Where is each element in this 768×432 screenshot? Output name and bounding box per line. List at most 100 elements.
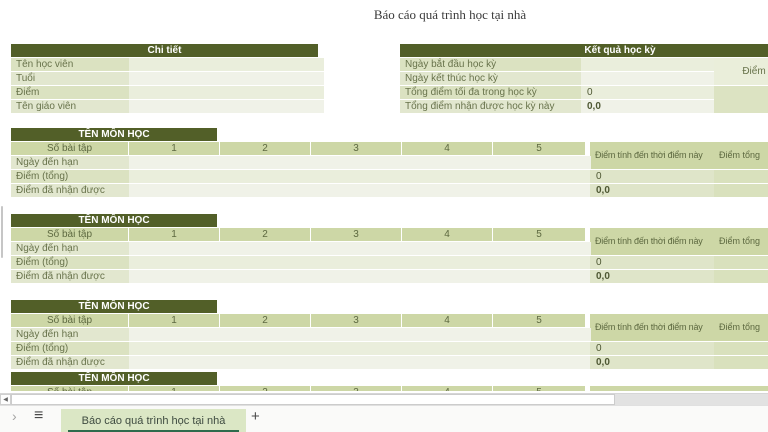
assignment-number-cell[interactable]: 3 [311, 386, 401, 391]
assignment-number-cell[interactable]: 1 [129, 142, 219, 155]
score-total-header[interactable]: Điểm tổng [714, 228, 768, 255]
sheet-list-menu-icon[interactable]: ≡ [34, 407, 44, 424]
subject-name-header[interactable]: TÊN MÔN HỌC [11, 128, 217, 141]
score-total-row-label[interactable]: Điểm (tổng) [11, 342, 133, 355]
score-received-row-label[interactable]: Điểm đã nhận được [11, 356, 133, 369]
score-received-values[interactable] [129, 270, 591, 283]
assignment-number-cell[interactable]: 1 [129, 386, 219, 391]
assignments-count-label[interactable]: Số bài tập [11, 228, 128, 241]
subject-block-slot-4-clipped: TÊN MÔN HỌC Số bài tập 1 2 3 4 5 Điểm tí… [0, 372, 768, 391]
max-points-value[interactable]: 0 [581, 86, 718, 99]
assignment-number-cell[interactable]: 2 [220, 228, 310, 241]
age-label[interactable]: Tuổi [11, 72, 133, 85]
total-column-cell[interactable] [714, 270, 768, 283]
score-to-date-total-value[interactable]: 0 [590, 170, 718, 183]
due-date-values[interactable] [129, 328, 591, 341]
total-column-cell[interactable] [714, 184, 768, 197]
subject-block-slot-1: TÊN MÔN HỌC Số bài tập 1 2 3 4 5 Điểm tí… [0, 128, 768, 197]
score-to-date-header[interactable]: Điểm tính đến thời điểm này [590, 228, 717, 255]
subject-block: TÊN MÔN HỌC Số bài tập 1 2 3 4 5 Điểm tí… [11, 128, 768, 197]
assignment-number-cell[interactable]: 4 [402, 228, 492, 241]
score-received-value[interactable]: 0,0 [590, 184, 718, 197]
assignment-number-cell[interactable]: 2 [220, 142, 310, 155]
total-column-cell[interactable] [714, 356, 768, 369]
due-date-label[interactable]: Ngày đến hạn [11, 156, 133, 169]
score-received-value[interactable]: 0,0 [590, 356, 718, 369]
score-to-date-header[interactable]: Điểm tính đến thời điểm này [590, 314, 717, 341]
score-to-date-header[interactable]: Điểm tính đến thời điểm này [590, 142, 717, 169]
assignment-number-cell[interactable]: 2 [220, 314, 310, 327]
student-name-value[interactable] [129, 58, 324, 71]
total-column-cell[interactable] [714, 342, 768, 355]
semester-header[interactable]: Kết quả học kỳ [400, 44, 768, 57]
assignment-number-cell[interactable]: 1 [129, 228, 219, 241]
earned-points-value[interactable]: 0,0 [581, 100, 718, 113]
earned-points-label[interactable]: Tổng điểm nhận được học kỳ này [400, 100, 585, 113]
semester-end-value[interactable] [581, 72, 718, 85]
score-label[interactable]: Điểm [11, 86, 133, 99]
assignments-count-label[interactable]: Số bài tập [11, 142, 128, 155]
score-total-header[interactable]: Điểm tổng [714, 314, 768, 341]
total-column-cell[interactable] [714, 256, 768, 269]
details-header[interactable]: Chi tiết [11, 44, 318, 57]
score-received-row-label[interactable]: Điểm đã nhận được [11, 184, 133, 197]
student-name-label[interactable]: Tên học viên [11, 58, 133, 71]
score-received-row-label[interactable]: Điểm đã nhận được [11, 270, 133, 283]
assignment-number-cell[interactable]: 4 [402, 314, 492, 327]
semester-start-value[interactable] [581, 58, 718, 71]
total-column-cell[interactable] [714, 170, 768, 183]
assignment-number-cell[interactable]: 5 [493, 142, 585, 155]
assignment-number-cell[interactable]: 5 [493, 314, 585, 327]
horizontal-scrollbar[interactable]: ◀ [0, 393, 768, 405]
vertical-scrollbar-thumb[interactable] [1, 206, 3, 258]
score-to-date-total-value[interactable]: 0 [590, 256, 718, 269]
assignment-number-cell[interactable]: 3 [311, 142, 401, 155]
active-sheet-tab[interactable]: Báo cáo quá trình học tại nhà [61, 409, 246, 432]
assignment-number-cell[interactable]: 2 [220, 386, 310, 391]
score-received-values[interactable] [129, 356, 591, 369]
assignment-number-cell[interactable]: 5 [493, 228, 585, 241]
score-total-values[interactable] [129, 342, 591, 355]
teacher-name-label[interactable]: Tên giáo viên [11, 100, 133, 113]
assignment-number-cell[interactable]: 3 [311, 228, 401, 241]
scroll-left-icon[interactable]: ◀ [0, 394, 11, 405]
assignment-number-cell[interactable]: 3 [311, 314, 401, 327]
semester-side-score-cell[interactable] [714, 86, 768, 113]
assignment-number-cell[interactable]: 4 [402, 386, 492, 391]
score-total-values[interactable] [129, 170, 591, 183]
subject-name-header[interactable]: TÊN MÔN HỌC [11, 214, 217, 227]
score-received-value[interactable]: 0,0 [590, 270, 718, 283]
add-sheet-icon[interactable]: + [251, 408, 260, 425]
semester-end-label[interactable]: Ngày kết thúc học kỳ [400, 72, 585, 85]
assignment-number-cell[interactable]: 1 [129, 314, 219, 327]
semester-start-label[interactable]: Ngày bắt đầu học kỳ [400, 58, 585, 71]
score-received-values[interactable] [129, 184, 591, 197]
due-date-values[interactable] [129, 242, 591, 255]
chevron-right-icon[interactable]: › [12, 408, 17, 424]
assignments-count-label[interactable]: Số bài tập [11, 314, 128, 327]
max-points-label[interactable]: Tổng điểm tối đa trong học kỳ [400, 86, 585, 99]
sheet-tab-bar: › ≡ Báo cáo quá trình học tại nhà + [0, 405, 768, 432]
subject-block-slot-3: TÊN MÔN HỌC Số bài tập 1 2 3 4 5 Điểm tí… [0, 300, 768, 369]
age-value[interactable] [129, 72, 324, 85]
score-to-date-total-value[interactable]: 0 [590, 342, 718, 355]
score-total-row-label[interactable]: Điểm (tổng) [11, 170, 133, 183]
score-value[interactable] [129, 86, 324, 99]
subject-name-header[interactable]: TÊN MÔN HỌC [11, 372, 217, 385]
teacher-name-value[interactable] [129, 100, 324, 113]
due-date-label[interactable]: Ngày đến hạn [11, 242, 133, 255]
score-total-values[interactable] [129, 256, 591, 269]
score-total-row-label[interactable]: Điểm (tổng) [11, 256, 133, 269]
score-to-date-header[interactable]: Điểm tính đến thời điểm này [590, 386, 717, 391]
semester-side-score-label[interactable]: Điểm [714, 58, 768, 85]
due-date-values[interactable] [129, 156, 591, 169]
assignments-count-label[interactable]: Số bài tập [11, 386, 128, 391]
assignment-number-cell[interactable]: 4 [402, 142, 492, 155]
horizontal-scrollbar-thumb[interactable] [11, 394, 615, 405]
page-title: Báo cáo quá trình học tại nhà [373, 7, 527, 22]
due-date-label[interactable]: Ngày đến hạn [11, 328, 133, 341]
subject-name-header[interactable]: TÊN MÔN HỌC [11, 300, 217, 313]
score-total-header[interactable]: Điểm tổng [714, 386, 768, 391]
assignment-number-cell[interactable]: 5 [493, 386, 585, 391]
score-total-header[interactable]: Điểm tổng [714, 142, 768, 169]
